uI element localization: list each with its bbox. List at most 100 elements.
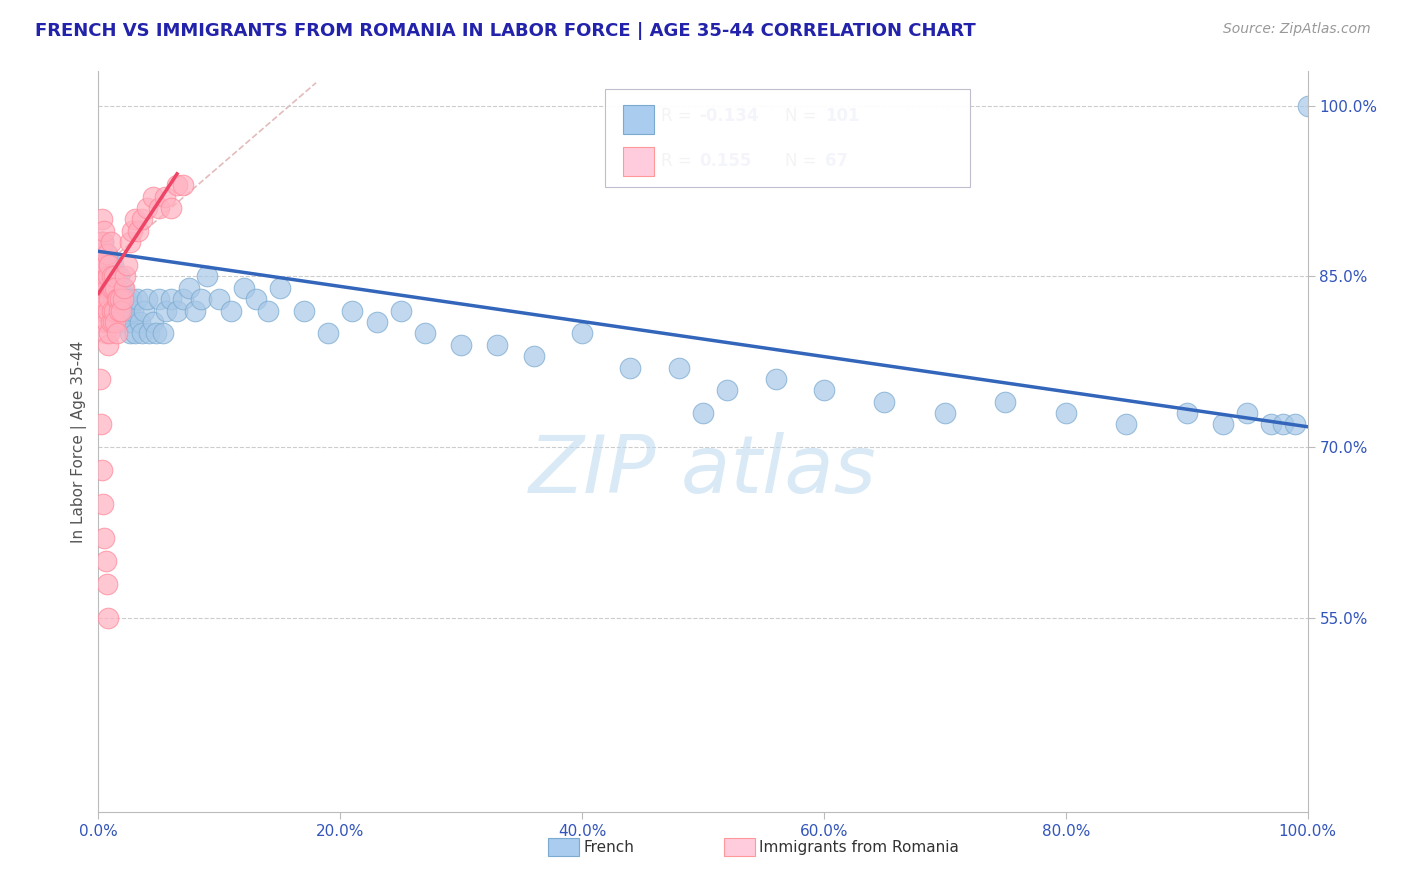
Point [91,292,114,306]
Point [813,384,835,398]
Point [93,532,115,546]
Text: 101: 101 [825,107,860,125]
Point [94,258,117,272]
Point [103,292,125,306]
Text: ZIP atlas: ZIP atlas [529,432,877,510]
Point [166,303,188,318]
Point [98,292,121,306]
Point [105,292,128,306]
Point [668,360,690,375]
Point [166,178,188,193]
Point [108,292,131,306]
Point [389,303,412,318]
Point [104,281,127,295]
Point [90,258,112,272]
Point [1284,417,1306,432]
Point [93,246,115,260]
Y-axis label: In Labor Force | Age 35-44: In Labor Force | Age 35-44 [72,341,87,542]
Point [145,326,167,341]
Point [765,372,787,386]
Point [103,303,125,318]
Text: FRENCH VS IMMIGRANTS FROM ROMANIA IN LABOR FORCE | AGE 35-44 CORRELATION CHART: FRENCH VS IMMIGRANTS FROM ROMANIA IN LAB… [35,22,976,40]
Point [91,235,114,250]
Point [523,349,546,363]
Point [135,292,157,306]
Point [117,315,139,329]
Point [134,303,156,318]
Point [117,258,139,272]
Point [111,281,134,295]
Text: R =: R = [661,107,697,125]
Point [152,326,174,341]
Point [105,292,128,306]
Point [104,303,127,318]
Point [93,269,115,284]
Point [97,303,120,318]
Point [91,246,114,260]
Point [486,337,509,351]
Text: N =: N = [785,107,821,125]
Point [89,372,111,386]
Point [91,258,114,272]
Point [111,292,134,306]
Point [91,463,114,477]
Point [108,269,131,284]
Point [94,554,117,568]
Point [179,281,201,295]
Point [142,189,165,203]
Point [96,315,118,329]
Point [148,292,170,306]
Point [108,303,131,318]
Point [108,292,131,306]
Point [256,303,278,318]
Point [97,611,120,625]
Point [112,292,135,306]
Point [91,212,114,227]
Point [108,281,131,295]
Point [1212,417,1234,432]
Point [1236,406,1258,420]
Point [153,189,176,203]
Point [107,292,129,306]
Point [107,303,129,318]
Point [269,281,291,295]
Point [98,292,121,306]
Point [245,292,267,306]
Text: N =: N = [785,152,827,169]
Point [221,303,243,318]
Point [90,303,112,318]
Text: -0.134: -0.134 [699,107,758,125]
Point [128,315,150,329]
Text: Immigrants from Romania: Immigrants from Romania [759,840,959,855]
Point [101,281,124,295]
Point [120,292,142,306]
Point [108,303,131,318]
Point [110,292,132,306]
Point [89,246,111,260]
Point [366,315,388,329]
Point [172,178,194,193]
Point [100,315,122,329]
Point [91,315,114,329]
Point [208,292,231,306]
Point [100,269,122,284]
Point [110,315,132,329]
Point [1296,98,1319,112]
Point [98,269,121,284]
Point [100,281,122,295]
Point [91,258,114,272]
Point [1272,417,1295,432]
Point [1175,406,1198,420]
Point [103,269,125,284]
Point [93,303,115,318]
Point [124,326,146,341]
Point [90,235,112,250]
Point [127,224,149,238]
Point [148,201,170,215]
Point [96,246,118,260]
Point [873,394,896,409]
Point [112,281,135,295]
Point [124,212,146,227]
Point [172,292,194,306]
Point [107,281,129,295]
